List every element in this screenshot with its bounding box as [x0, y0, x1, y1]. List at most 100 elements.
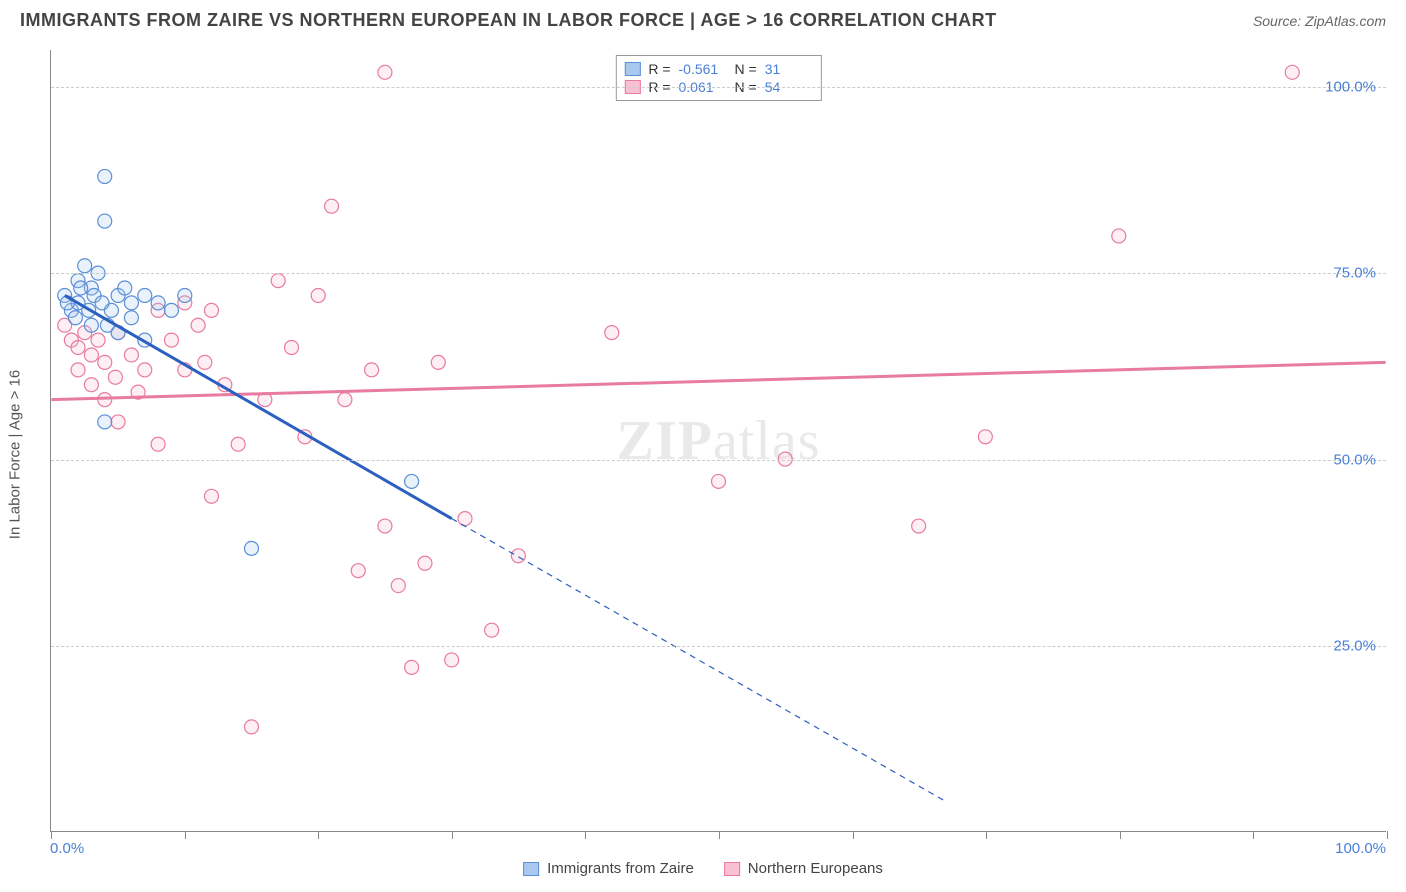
stats-swatch	[624, 62, 640, 76]
legend-swatch-neuro	[724, 862, 740, 876]
data-point	[108, 370, 122, 384]
y-tick-label: 50.0%	[1333, 451, 1376, 468]
correlation-stats-box: R =-0.561N =31R =0.061N =54	[615, 55, 821, 101]
source-attribution: Source: ZipAtlas.com	[1253, 13, 1386, 29]
x-tick	[185, 831, 186, 839]
gridline-y	[51, 273, 1386, 274]
data-point	[151, 296, 165, 310]
data-point	[485, 623, 499, 637]
data-point	[912, 519, 926, 533]
data-point	[285, 341, 299, 355]
data-point	[84, 318, 98, 332]
trend-line-zaire-extrapolated	[452, 519, 946, 802]
data-point	[198, 355, 212, 369]
data-point	[98, 214, 112, 228]
data-point	[164, 333, 178, 347]
data-point	[98, 415, 112, 429]
data-point	[405, 474, 419, 488]
chart-plot-area: ZIPatlas R =-0.561N =31R =0.061N =54 25.…	[50, 50, 1386, 832]
x-tick	[452, 831, 453, 839]
x-axis-max-label: 100.0%	[1335, 840, 1386, 857]
data-point	[338, 393, 352, 407]
data-point	[325, 199, 339, 213]
data-point	[98, 169, 112, 183]
data-point	[178, 288, 192, 302]
data-point	[71, 341, 85, 355]
data-point	[365, 363, 379, 377]
data-point	[405, 660, 419, 674]
x-tick	[1253, 831, 1254, 839]
legend-label-zaire: Immigrants from Zaire	[547, 860, 694, 877]
data-point	[138, 288, 152, 302]
chart-title: IMMIGRANTS FROM ZAIRE VS NORTHERN EUROPE…	[20, 10, 997, 31]
data-point	[191, 318, 205, 332]
x-tick	[853, 831, 854, 839]
data-point	[231, 437, 245, 451]
data-point	[605, 326, 619, 340]
data-point	[245, 541, 259, 555]
data-point	[151, 437, 165, 451]
legend-item-zaire: Immigrants from Zaire	[523, 860, 694, 877]
data-point	[111, 415, 125, 429]
source-name: ZipAtlas.com	[1305, 13, 1386, 29]
data-point	[245, 720, 259, 734]
data-point	[84, 348, 98, 362]
legend-label-neuro: Northern Europeans	[748, 860, 883, 877]
data-point	[204, 489, 218, 503]
data-point	[138, 363, 152, 377]
data-point	[378, 519, 392, 533]
legend-swatch-zaire	[523, 862, 539, 876]
data-point	[71, 363, 85, 377]
data-point	[74, 281, 88, 295]
data-point	[78, 259, 92, 273]
data-point	[1112, 229, 1126, 243]
gridline-y	[51, 646, 1386, 647]
y-axis-title: In Labor Force | Age > 16	[7, 370, 24, 539]
x-tick	[318, 831, 319, 839]
stat-n-value: 31	[765, 61, 813, 77]
x-tick	[719, 831, 720, 839]
data-point	[712, 474, 726, 488]
stat-r-label: R =	[648, 61, 670, 77]
x-axis-min-label: 0.0%	[50, 840, 84, 857]
data-point	[511, 549, 525, 563]
data-point	[118, 281, 132, 295]
data-point	[391, 579, 405, 593]
y-tick-label: 100.0%	[1325, 79, 1376, 96]
data-point	[164, 303, 178, 317]
data-point	[1285, 65, 1299, 79]
trend-line-zaire	[65, 295, 452, 518]
data-point	[95, 296, 109, 310]
source-prefix: Source:	[1253, 13, 1305, 29]
stat-n-label: N =	[735, 61, 757, 77]
data-point	[311, 288, 325, 302]
x-tick	[1387, 831, 1388, 839]
data-point	[84, 378, 98, 392]
data-point	[98, 355, 112, 369]
data-point	[431, 355, 445, 369]
stats-row: R = -0.561 N = 31	[624, 60, 812, 78]
gridline-y	[51, 87, 1386, 88]
stat-r-value: -0.561	[679, 61, 727, 77]
legend-item-neuro: Northern Europeans	[724, 860, 883, 877]
data-point	[204, 303, 218, 317]
data-point	[418, 556, 432, 570]
x-tick	[1120, 831, 1121, 839]
data-point	[351, 564, 365, 578]
x-tick	[51, 831, 52, 839]
gridline-y	[51, 460, 1386, 461]
data-point	[458, 512, 472, 526]
x-tick	[585, 831, 586, 839]
y-tick-label: 75.0%	[1333, 265, 1376, 282]
data-point	[91, 333, 105, 347]
x-tick	[986, 831, 987, 839]
data-point	[68, 311, 82, 325]
data-point	[445, 653, 459, 667]
data-point	[124, 296, 138, 310]
scatter-svg	[51, 50, 1386, 831]
trend-line-neuro	[51, 362, 1385, 399]
data-point	[271, 274, 285, 288]
data-point	[978, 430, 992, 444]
data-point	[124, 348, 138, 362]
legend: Immigrants from Zaire Northern Europeans	[523, 860, 883, 877]
